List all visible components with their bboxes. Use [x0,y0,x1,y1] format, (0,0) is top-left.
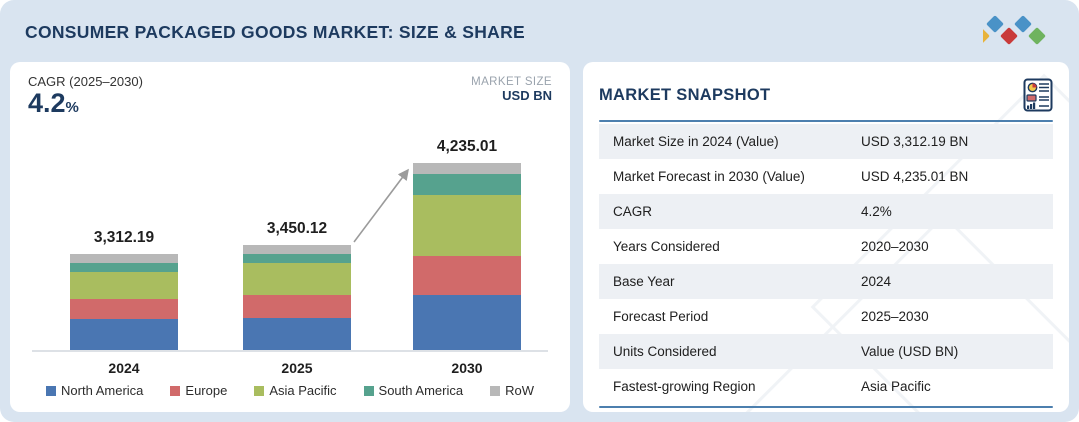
legend-label: Asia Pacific [269,383,337,398]
snapshot-title: MARKET SNAPSHOT [599,85,771,104]
row-label: Units Considered [613,344,717,359]
snapshot-table: Market Size in 2024 (Value) USD 3,312.19 … [599,124,1053,404]
bar-stack [70,254,178,350]
bar-total-label: 3,450.12 [266,220,328,237]
x-axis-tick-2024: 2024 [108,360,140,376]
row-value: 2024 [861,274,892,289]
row-value: Value (USD BN) [861,344,959,359]
row-label: Forecast Period [613,309,709,324]
snapshot-content: MARKET SNAPSHOT Mar [583,62,1069,412]
table-row: Base Year 2024 [599,264,1053,299]
bar-total-label: 3,312.19 [93,229,155,246]
market-size-label: MARKET SIZE [471,76,552,88]
bar-group-2025: 3,450.12 2025 [243,132,351,380]
x-axis-tick-2030: 2030 [451,360,483,376]
bar-group-2024: 3,312.19 2024 [70,132,178,380]
row-value: USD 4,235.01 BN [861,169,969,184]
bar-segment-south-america [70,263,178,273]
divider-top [599,120,1053,122]
cagr-percent-sign: % [65,99,79,116]
bar-stack [413,163,521,350]
logo-diamond [999,26,1019,46]
axis-unit-note: MARKET SIZE USD BN [471,76,552,103]
report-document-icon [1023,78,1053,112]
row-label: Years Considered [613,239,720,254]
row-label: Base Year [613,274,675,289]
bar-segment-north-america [70,318,178,350]
page-title: CONSUMER PACKAGED GOODS MARKET: SIZE & S… [25,22,525,42]
legend-item-europe: Europe [170,383,227,398]
table-row: Market Size in 2024 (Value) USD 3,312.19 … [599,124,1053,159]
legend-label: North America [61,383,144,398]
bar-segment-asia-pacific [70,272,178,299]
bar-segment-row [70,254,178,264]
cagr-label: CAGR (2025–2030) [28,74,143,89]
legend-label: South America [378,383,464,398]
row-label: Fastest-growing Region [613,379,756,394]
x-axis-tick-2025: 2025 [281,360,313,376]
x-axis-line [32,350,548,352]
row-label: Market Forecast in 2030 (Value) [613,169,805,184]
logo-diamond [1027,26,1047,46]
table-row: CAGR 4.2% [599,194,1053,229]
bar-segment-row [243,245,351,255]
chart-panel: CAGR (2025–2030) 4.2% MARKET SIZE USD BN… [10,62,570,412]
legend-item-asia-pacific: Asia Pacific [254,383,337,398]
table-row: Years Considered 2020–2030 [599,229,1053,264]
plot-area: 3,312.19 2024 3,450.12 2025 4,235.01 2030 [10,132,570,380]
chart-header: CAGR (2025–2030) 4.2% MARKET SIZE USD BN [28,74,552,126]
cagr-value: 4.2% [28,89,552,117]
bar-stack [243,245,351,350]
bar-segment-asia-pacific [413,194,521,256]
bar-segment-europe [413,255,521,295]
bar-segment-south-america [413,174,521,195]
cagr-number: 4.2 [28,88,66,118]
legend-label: Europe [185,383,228,398]
divider-bottom [599,406,1053,408]
bar-segment-south-america [243,254,351,264]
row-value: 4.2% [861,204,892,219]
row-value: 2025–2030 [861,309,929,324]
brand-logo-icon [971,14,1055,63]
bar-total-label: 4,235.01 [436,138,498,155]
legend-swatch-icon [254,385,265,396]
bar-segment-europe [243,295,351,318]
table-row: Fastest-growing Region Asia Pacific [599,369,1053,404]
snapshot-header: MARKET SNAPSHOT [599,76,1053,114]
bar-segment-north-america [243,318,351,350]
row-value: Asia Pacific [861,379,931,394]
usd-bn-label: USD BN [502,88,552,103]
row-label: Market Size in 2024 (Value) [613,134,779,149]
bar-segment-row [413,163,521,175]
legend-item-south-america: South America [363,383,464,398]
row-label: CAGR [613,204,653,219]
bar-segment-north-america [413,295,521,350]
legend-swatch-icon [46,385,57,396]
legend-swatch-icon [490,385,501,396]
logo-diamond [1013,14,1033,34]
table-row: Forecast Period 2025–2030 [599,299,1053,334]
chart-legend: North America Europe Asia Pacific South Ame… [10,383,570,398]
row-value: USD 3,312.19 BN [861,134,969,149]
legend-swatch-icon [170,385,181,396]
legend-item-north-america: North America [46,383,143,398]
table-row: Units Considered Value (USD BN) [599,334,1053,369]
diamond-logo-svg [971,14,1047,46]
legend-item-row: RoW [490,383,534,398]
logo-diamond [985,14,1005,34]
legend-label: RoW [505,383,534,398]
row-value: 2020–2030 [861,239,929,254]
legend-swatch-icon [363,385,374,396]
bar-group-2030: 4,235.01 2030 [413,132,521,380]
table-row: Market Forecast in 2030 (Value) USD 4,235… [599,159,1053,194]
snapshot-panel: MARKET SNAPSHOT Mar [583,62,1069,412]
bar-segment-asia-pacific [243,263,351,296]
bar-segment-europe [70,299,178,319]
